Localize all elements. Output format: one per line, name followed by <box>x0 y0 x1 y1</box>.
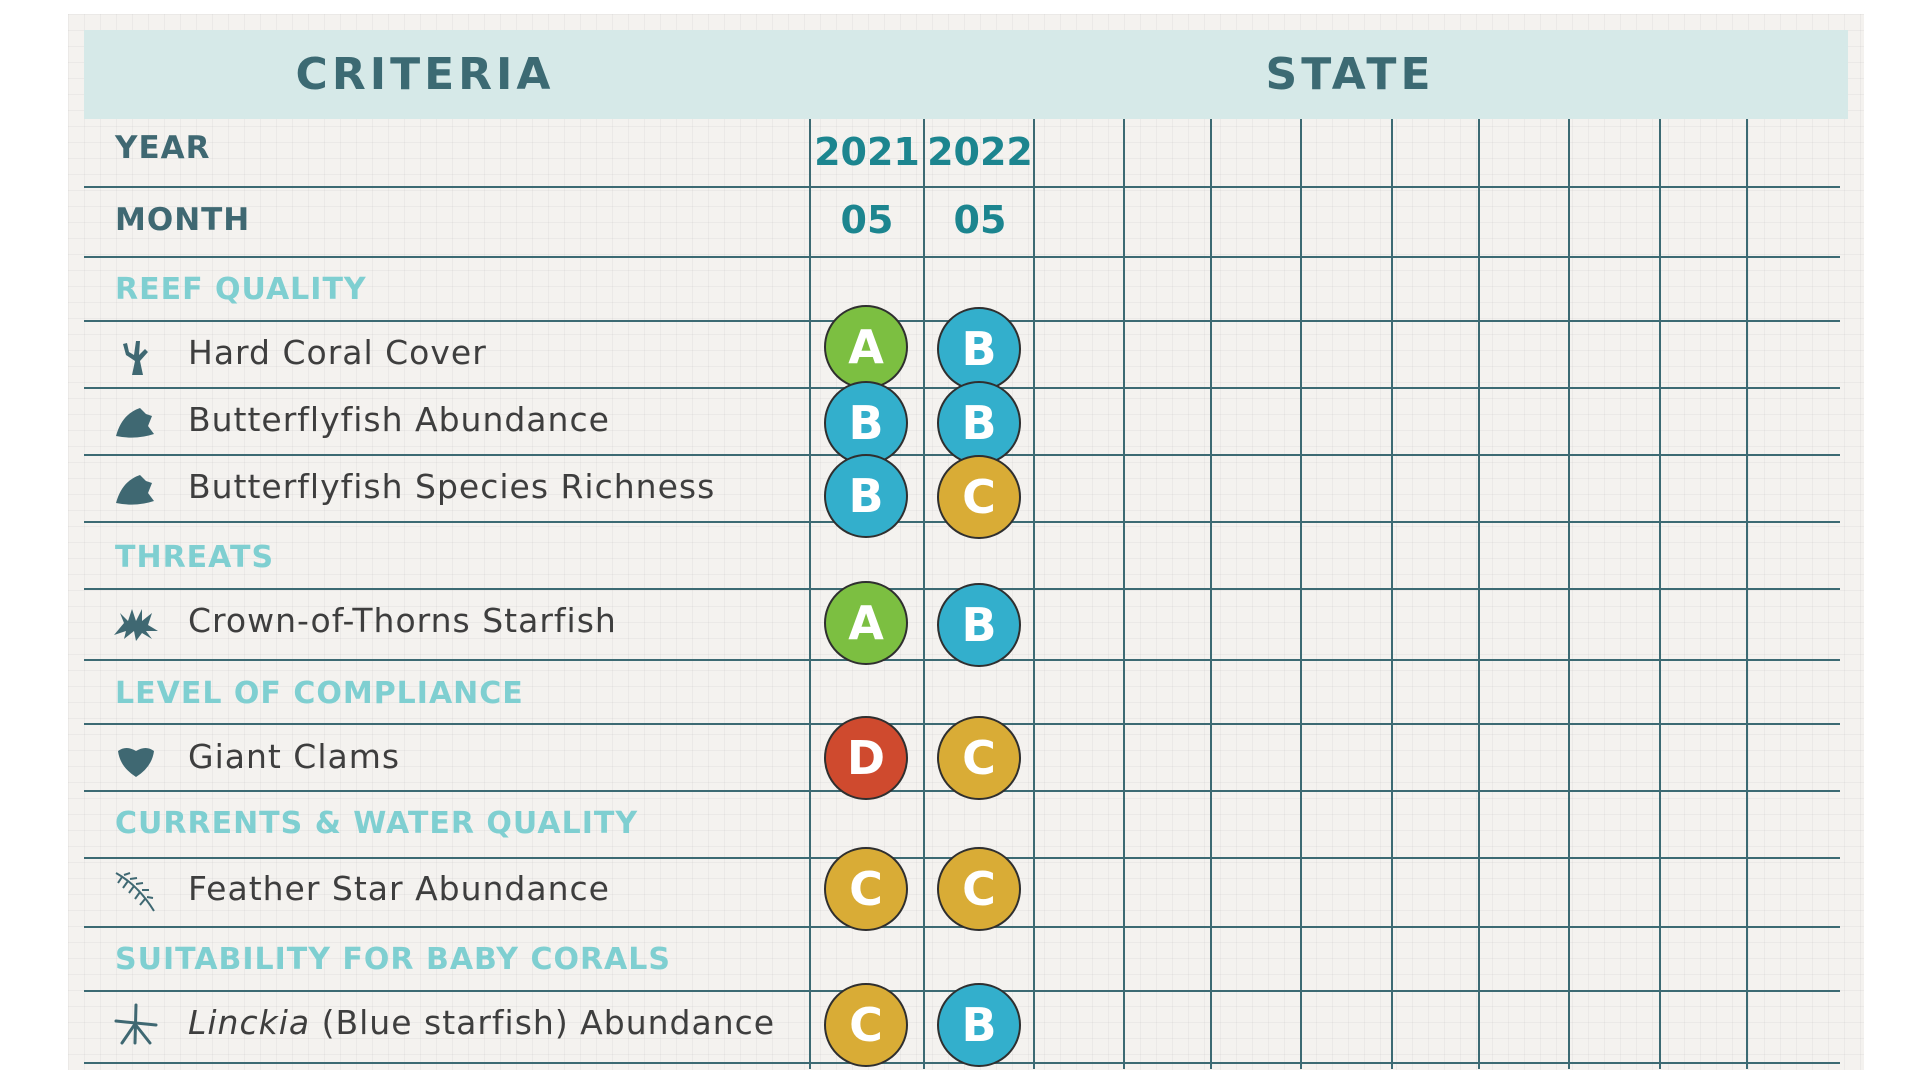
grade-badge: D <box>824 716 908 800</box>
column-rule <box>1123 119 1125 1069</box>
rule <box>84 186 1840 188</box>
column-rule <box>1568 119 1570 1069</box>
criterion-label: Crown-of-Thorns Starfish <box>188 601 617 640</box>
butterflyfish-icon <box>112 400 160 444</box>
coral-icon <box>112 333 160 377</box>
criterion-label: Butterflyfish Species Richness <box>188 467 716 506</box>
year-2021: 2021 <box>814 130 920 174</box>
column-rule <box>809 119 811 1069</box>
grade-badge: A <box>824 305 908 389</box>
clam-icon <box>112 737 160 781</box>
column-rule <box>1746 119 1748 1069</box>
criterion-label: Giant Clams <box>188 737 401 776</box>
grid-paper <box>68 14 1864 1070</box>
section-suitability-baby-corals: SUITABILITY FOR BABY CORALS <box>115 942 671 977</box>
grade-badge: B <box>937 583 1021 667</box>
year-2022: 2022 <box>927 130 1033 174</box>
grade-badge: B <box>824 381 908 465</box>
grade-badge: A <box>824 581 908 665</box>
grade-badge: B <box>824 454 908 538</box>
month-label: MONTH <box>115 202 251 238</box>
grade-badge: B <box>937 983 1021 1067</box>
column-rule <box>1210 119 1212 1069</box>
column-rule <box>1478 119 1480 1069</box>
grade-badge: C <box>824 983 908 1067</box>
section-reef-quality: REEF QUALITY <box>115 272 367 307</box>
year-label: YEAR <box>115 130 211 166</box>
criterion-label: Feather Star Abundance <box>188 869 610 908</box>
section-threats: THREATS <box>115 540 275 575</box>
rule <box>84 256 1840 258</box>
feather-star-icon <box>112 869 160 913</box>
grade-badge: C <box>937 455 1021 539</box>
column-rule <box>1300 119 1302 1069</box>
state-header: STATE <box>1265 49 1435 100</box>
section-currents-water-quality: CURRENTS & WATER QUALITY <box>115 806 639 841</box>
criterion-label-italic: Linckia <box>188 1003 311 1042</box>
month-2022: 05 <box>953 198 1007 242</box>
crown-of-thorns-icon <box>112 601 160 645</box>
grade-badge: C <box>937 847 1021 931</box>
column-rule <box>1033 119 1035 1069</box>
column-rule <box>923 119 925 1069</box>
month-2021: 05 <box>840 198 894 242</box>
column-rule <box>1391 119 1393 1069</box>
column-rule <box>1659 119 1661 1069</box>
criterion-label: Linckia (Blue starfish) Abundance <box>188 1003 775 1042</box>
section-level-of-compliance: LEVEL OF COMPLIANCE <box>115 676 524 711</box>
butterflyfish-icon <box>112 467 160 511</box>
criterion-label-rest: (Blue starfish) Abundance <box>310 1003 776 1042</box>
header-band <box>84 30 1848 119</box>
grade-badge: C <box>937 716 1021 800</box>
criteria-header: CRITERIA <box>295 49 555 100</box>
criterion-label: Butterflyfish Abundance <box>188 400 610 439</box>
grade-badge: B <box>937 307 1021 391</box>
grade-badge: B <box>937 381 1021 465</box>
criterion-label: Hard Coral Cover <box>188 333 487 372</box>
starfish-icon <box>112 1003 160 1047</box>
grade-badge: C <box>824 847 908 931</box>
